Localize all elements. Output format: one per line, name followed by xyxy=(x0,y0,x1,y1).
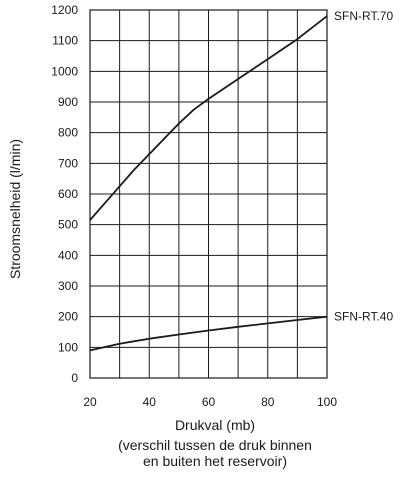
y-tick-label: 800 xyxy=(58,126,78,140)
y-tick-label: 900 xyxy=(58,95,78,109)
x-tick-label: 80 xyxy=(261,395,275,409)
y-tick-label: 0 xyxy=(71,371,78,385)
x-axis-note-line-2: en buiten het reservoir) xyxy=(143,453,287,469)
plot-frame xyxy=(89,9,328,379)
y-tick-label: 200 xyxy=(58,310,78,324)
x-tick-label: 20 xyxy=(83,395,97,409)
y-axis-ticks: 0 100 200 300 400 500 600 700 800 900 1000 1100 1200 xyxy=(51,3,78,385)
y-tick-label: 1100 xyxy=(52,34,78,48)
y-tick-label: 1200 xyxy=(51,3,78,17)
x-axis-ticks: 20 40 60 80 100 xyxy=(83,395,337,409)
y-tick-label: 300 xyxy=(58,279,78,293)
x-tick-label: 100 xyxy=(317,395,337,409)
y-tick-label: 100 xyxy=(58,340,78,354)
series-labels: SFN-RT.70 SFN-RT.40 xyxy=(334,9,393,324)
series-label-1: SFN-RT.70 xyxy=(334,9,393,23)
flow-rate-chart: 0 100 200 300 400 500 600 700 800 900 1000 1100 1200… xyxy=(7,3,393,409)
series-lines xyxy=(89,15,328,352)
x-tick-label: 40 xyxy=(143,395,157,409)
y-tick-label: 500 xyxy=(58,218,78,232)
y-tick-label: 1000 xyxy=(51,64,78,78)
chart-grid xyxy=(89,9,328,379)
x-axis-label: Drukval (mb) xyxy=(174,417,256,433)
x-axis-note-line-1: (verschil tussen de druk binnen xyxy=(118,437,312,453)
series-label-2: SFN-RT.40 xyxy=(334,310,393,324)
series-line-2 xyxy=(89,315,328,352)
y-axis-label: Stroomsnelheid (l/min) xyxy=(7,139,23,279)
y-tick-label: 400 xyxy=(58,248,78,262)
y-tick-label: 700 xyxy=(58,156,78,170)
x-tick-label: 60 xyxy=(202,395,216,409)
series-line-1 xyxy=(89,15,328,221)
y-tick-label: 600 xyxy=(58,187,78,201)
